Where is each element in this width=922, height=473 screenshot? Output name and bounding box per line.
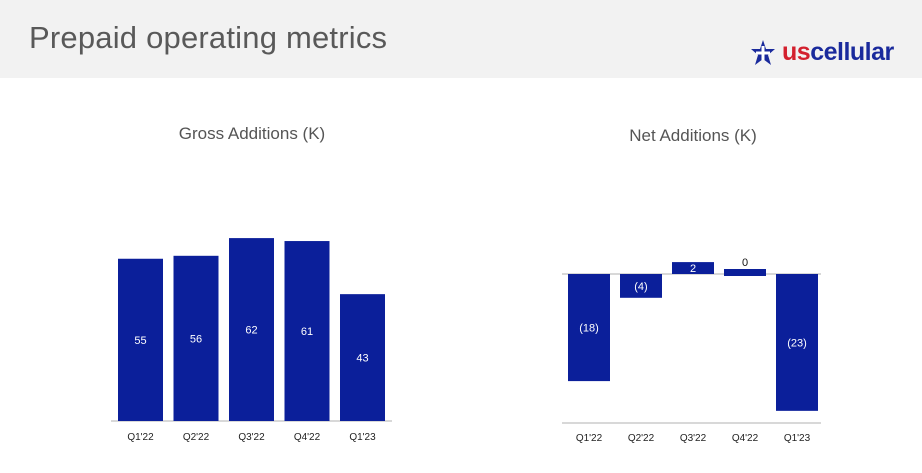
gross-tick-label: Q2'22 <box>183 432 210 443</box>
net-additions-title: Net Additions (K) <box>629 126 757 145</box>
net-bar <box>620 274 662 298</box>
net-bar <box>672 262 714 274</box>
gross-bar <box>229 238 274 421</box>
gross-additions-title: Gross Additions (K) <box>178 124 326 143</box>
gross-tick-label: Q3'22 <box>238 432 265 443</box>
gross-data-label: 56 <box>190 333 202 345</box>
logo-wordmark: uscellular <box>782 38 894 67</box>
uscellular-logo: uscellular <box>748 36 908 72</box>
net-bar <box>568 274 610 382</box>
net-data-label: 2 <box>690 263 696 275</box>
net-data-label: 0 <box>742 257 748 269</box>
net-data-label: (4) <box>634 281 647 293</box>
page-title: Prepaid operating metrics <box>29 20 388 55</box>
gross-bar <box>173 255 219 421</box>
header-bar: Prepaid operating metrics uscellular <box>0 0 922 78</box>
net-bar <box>724 269 766 276</box>
net-tick-label: Q2'22 <box>628 433 655 444</box>
gross-tick-label: Q1'23 <box>349 432 376 443</box>
net-tick-label: Q1'23 <box>784 433 811 444</box>
gross-tick-label: Q4'22 <box>294 432 321 443</box>
star-logo-icon <box>751 40 775 65</box>
gross-bar <box>340 294 385 421</box>
gross-data-label: 55 <box>134 335 146 347</box>
net-tick-label: Q4'22 <box>732 433 759 444</box>
gross-bar <box>118 258 163 421</box>
gross-data-label: 62 <box>245 325 257 337</box>
net-tick-label: Q1'22 <box>576 433 603 444</box>
net-data-label: (23) <box>787 337 807 349</box>
net-data-label: (18) <box>579 323 599 335</box>
gross-data-label: 61 <box>301 326 313 338</box>
gross-bar <box>284 241 330 421</box>
net-tick-label: Q3'22 <box>680 433 707 444</box>
gross-tick-label: Q1'22 <box>127 432 154 443</box>
logo-name: cellular <box>810 38 894 66</box>
logo-prefix: us <box>782 38 811 66</box>
net-bar <box>776 274 818 411</box>
gross-data-label: 43 <box>356 353 368 365</box>
